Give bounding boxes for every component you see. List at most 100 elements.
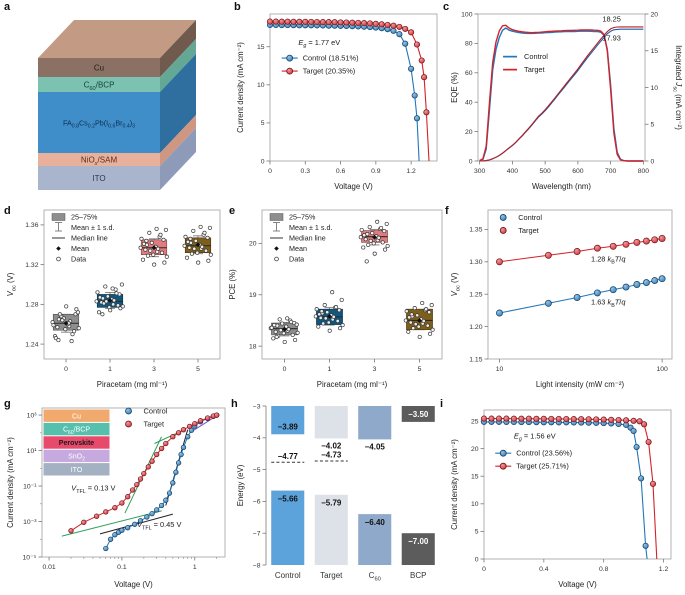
svg-text:Target: Target [518,226,539,235]
svg-text:3: 3 [373,366,377,373]
svg-text:10: 10 [496,366,504,373]
svg-text:C60/BCP: C60/BCP [63,427,90,436]
svg-text:5: 5 [418,366,422,373]
box-group-0 [268,316,300,345]
svg-text:1: 1 [328,366,332,373]
axes: 0.01 0.1 1 10⁻⁵ 10⁻³ 10⁻¹ 10¹ 10³ Voltage (V) Cur… [6,407,226,589]
svg-text:0.8: 0.8 [599,566,609,573]
axes: 18 19 20 0 1 3 5 Piracetam (mg ml⁻¹) PCE (%) [228,209,443,389]
annotation: Eg = 1.77 eV [298,38,340,49]
panel-letter-f: f [445,205,449,217]
svg-text:VTFL = 0.45 V: VTFL = 0.45 V [137,520,181,531]
svg-text:800: 800 [638,168,650,175]
svg-text:1.20: 1.20 [469,324,482,331]
svg-text:5: 5 [651,122,655,129]
svg-text:Wavelength (nm): Wavelength (nm) [532,182,591,191]
svg-text:BCP: BCP [410,571,426,580]
svg-text:0.1: 0.1 [117,564,127,571]
panel-letter-g: g [4,398,11,410]
svg-text:PCE (%): PCE (%) [228,269,237,300]
panel-d-voc-boxplot: 1.24 1.28 1.32 1.36 0 1 3 5 Piracetam (mg ml⁻¹) V… [4,202,226,393]
svg-text:10: 10 [257,82,265,89]
panel-letter-i: i [440,398,444,410]
svg-text:Mean: Mean [289,244,307,253]
series-target-integrated [479,26,644,162]
svg-text:0: 0 [268,168,272,175]
svg-text:15: 15 [471,474,479,481]
svg-text:500: 500 [539,168,551,175]
panel-letter-e: e [229,205,236,217]
svg-text:0: 0 [283,366,287,373]
svg-text:Median line: Median line [71,234,108,243]
svg-text:0.4: 0.4 [539,566,549,573]
svg-text:0.01: 0.01 [42,564,55,571]
svg-text:C60: C60 [369,571,381,582]
svg-text:25: 25 [471,418,479,425]
svg-text:Target (25.71%): Target (25.71%) [516,462,569,471]
energy-bar-0: −3.89 −5.66 −4.77 Control [271,406,305,580]
svg-text:17.93: 17.93 [602,33,621,42]
panel-h-energy-diagram: −3 −4 −5 −6 −7 −8 Energy (eV) −3.89 −5.66 −4.77 Co… [234,400,446,593]
svg-text:10⁻³: 10⁻³ [23,519,37,526]
jv-chart-i: 0 0.4 0.8 1.2 0 5 10 15 20 25 Voltage (V) Current d… [450,409,672,589]
svg-text:Target: Target [524,65,545,74]
svg-text:Current density (mA cm⁻²): Current density (mA cm⁻²) [236,42,245,133]
series-control-integrated [479,28,644,162]
svg-text:1.28: 1.28 [25,302,38,309]
svg-text:1: 1 [108,366,112,373]
panel-i-jv-chart: 0 0.4 0.8 1.2 0 5 10 15 20 25 Voltage (V) Current d… [448,400,681,593]
panel-letter-c: c [443,1,450,13]
legend: Control Target [125,406,168,428]
svg-text:Piracetam (mg ml⁻¹): Piracetam (mg ml⁻¹) [317,380,388,389]
svg-text:Voltage (V): Voltage (V) [334,182,373,191]
svg-text:Current density (mA cm⁻²): Current density (mA cm⁻²) [450,439,459,530]
voc-boxplot-d: 1.24 1.28 1.32 1.36 0 1 3 5 Piracetam (mg ml⁻¹) V… [6,209,221,389]
svg-text:0: 0 [469,158,473,165]
annotation: VTFL = 0.13 V [71,484,115,495]
svg-text:100: 100 [656,366,668,373]
panel-b-jv-chart: 0 0.3 0.6 0.9 1.2 0 5 10 15 Voltage (V) Current de… [234,4,446,195]
eqe-chart-c: 300 400 500 600 700 80002040608010005101520In… [450,11,683,191]
box-group-1 [313,290,345,333]
svg-text:Voc (V): Voc (V) [6,272,17,296]
svg-text:10: 10 [651,85,659,92]
svg-text:10³: 10³ [27,412,38,419]
series-target [480,415,658,560]
svg-text:5: 5 [475,529,479,536]
svg-text:20: 20 [465,129,473,136]
svg-text:1.24: 1.24 [25,341,38,348]
svg-text:ITO: ITO [92,174,105,183]
svg-text:10¹: 10¹ [27,448,38,455]
svg-text:−4.77: −4.77 [278,452,299,461]
series-target [496,235,666,266]
svg-text:Energy (eV): Energy (eV) [236,464,245,506]
svg-text:80: 80 [465,41,473,48]
svg-text:20: 20 [471,446,479,453]
svg-text:25–75%: 25–75% [289,213,316,222]
svg-text:700: 700 [605,168,617,175]
energy-bar-1: −4.02 −5.79 −4.73 Target [314,406,348,580]
svg-text:5: 5 [196,366,200,373]
svg-text:600: 600 [572,168,584,175]
svg-text:C60/BCP: C60/BCP [84,81,115,92]
svg-text:−4.73: −4.73 [321,451,342,460]
svg-text:EQE (%): EQE (%) [450,72,459,103]
svg-text:Target (20.35%): Target (20.35%) [303,67,356,76]
svg-text:0: 0 [651,158,655,165]
svg-text:5: 5 [261,120,265,127]
svg-text:60: 60 [465,70,473,77]
annotation: 18.25 [602,14,621,23]
device-stack-inset: Cu C60/BCP Perovskite SnO2 ITO [43,409,110,476]
series-control [103,412,220,552]
energy-bar-2: −4.05 −6.40 C60 [358,406,392,582]
svg-text:1.36: 1.36 [25,222,38,229]
annotation: 17.93 [602,33,621,42]
svg-text:Perovskite: Perovskite [59,440,95,447]
box-group-3 [138,226,169,267]
svg-text:Cu: Cu [72,413,81,420]
svg-text:100: 100 [461,11,473,18]
svg-text:25–75%: 25–75% [71,213,98,222]
svg-text:15: 15 [257,44,265,51]
svg-text:−3.50: −3.50 [408,410,429,419]
